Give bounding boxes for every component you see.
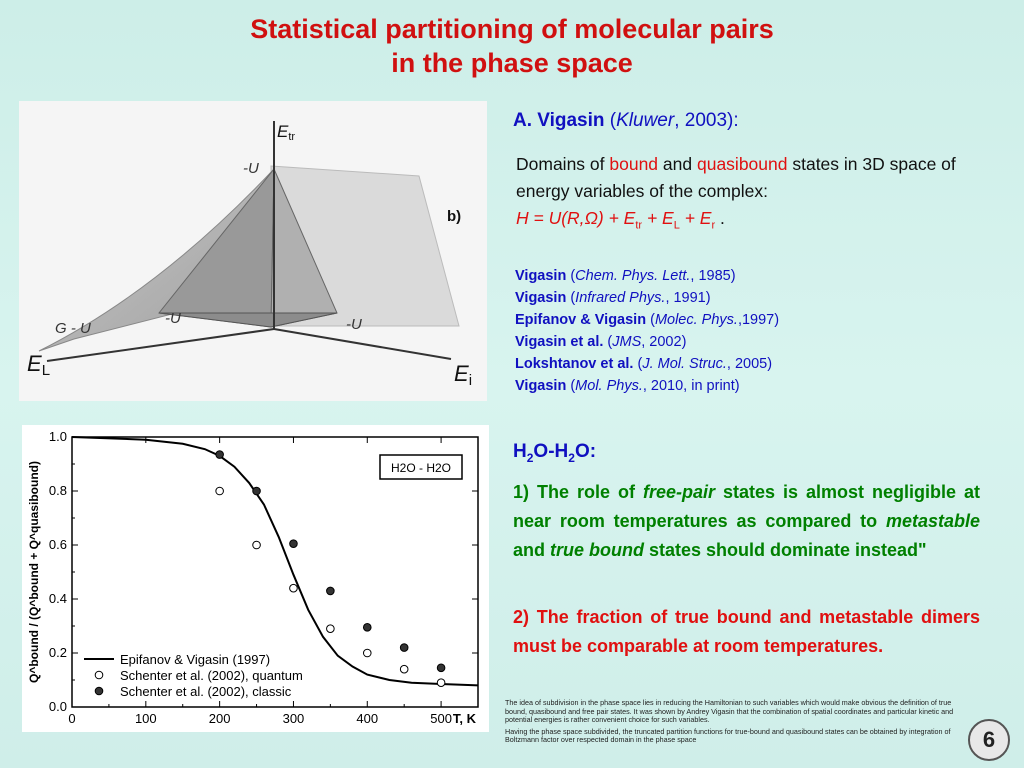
x-axis-label: T, K <box>453 711 477 726</box>
reference-item: Vigasin (Chem. Phys. Lett., 1985) <box>515 268 736 284</box>
y-tick-label: 0.8 <box>49 483 67 498</box>
legend-entry: Epifanov & Vigasin (1997) <box>120 652 270 667</box>
page-number: 6 <box>968 719 1010 761</box>
axis-l-label: EL <box>27 351 50 379</box>
footnote-p2: Having the phase space subdivided, the t… <box>505 726 951 744</box>
reference-item: Vigasin et al. (JMS, 2002) <box>515 334 687 350</box>
main-author: A. Vigasin <box>513 110 605 131</box>
point-2: 2) The fraction of true bound and metast… <box>513 607 980 656</box>
point-quantum <box>252 540 261 550</box>
y-tick-label: 0.4 <box>49 591 67 606</box>
y-tick-label: 0.6 <box>49 537 67 552</box>
chart-svg: 0 100 200 300 400 500 0.0 0.2 0.4 0.6 0.8 1.0 T, K Q^… <box>27 429 479 726</box>
point-quantum <box>215 486 224 496</box>
slide-title: Statistical partitioning of molecular pa… <box>0 12 1024 80</box>
metastable-term: metastable <box>885 511 980 531</box>
reference-author: Lokshtanov et al. <box>515 356 634 372</box>
point-quantum <box>436 678 446 688</box>
legend-entry: Schenter et al. (2002), quantum <box>120 668 303 683</box>
reference-journal: Mol. Phys. <box>575 378 643 394</box>
point-quantum <box>326 624 335 633</box>
reference-author: Vigasin <box>515 268 567 284</box>
legend-entry: Schenter et al. (2002), classic <box>120 684 292 699</box>
point-classic <box>215 450 224 459</box>
x-tick-label: 300 <box>283 711 305 726</box>
axis-i-label: Ei <box>454 361 472 389</box>
point-1: 1) The role of free-pair states is almos… <box>513 482 981 560</box>
point-quantum <box>289 583 298 593</box>
slide-title-line1: Statistical partitioning of molecular pa… <box>250 14 774 44</box>
h2o-heading: H2O-H2O: <box>513 441 597 465</box>
label-mid-u: -U <box>165 310 181 327</box>
label-right-u: -U <box>346 316 362 333</box>
point-classic <box>289 539 298 548</box>
x-tick-label: 100 <box>135 711 157 726</box>
point-classic <box>399 643 409 652</box>
series-line <box>71 436 479 687</box>
point-classic <box>362 623 372 632</box>
reference-author: Vigasin <box>515 378 567 394</box>
hamiltonian-formula: H = U(R,Ω) + Etr + EL + Er <box>516 208 716 232</box>
reference-author: Vigasin <box>515 290 567 306</box>
reference-author: Epifanov & Vigasin <box>515 312 647 328</box>
point-classic <box>252 486 261 496</box>
main-publisher: Kluwer <box>616 110 675 131</box>
point-classic <box>436 663 446 673</box>
pyramid-front-face <box>158 312 338 328</box>
x-tick-label: 400 <box>356 711 378 726</box>
true-bound-term: true bound <box>550 540 644 560</box>
footnote-p1: The idea of subdivision in the phase spa… <box>505 698 954 724</box>
y-tick-label: 0.2 <box>49 645 67 660</box>
x-tick-label: 200 <box>209 711 231 726</box>
inset-box <box>379 454 463 480</box>
reference-author: Vigasin et al. <box>515 334 604 350</box>
y-axis-label: Q^bound / (Q^bound + Q^quasibound) <box>27 461 41 683</box>
y-tick-label: 0.0 <box>49 699 67 714</box>
label-top-u: -U <box>243 160 259 177</box>
axis-tr-label: Etr <box>277 122 295 143</box>
phase-space-svg: Etr EL Ei -U -U -U G - U b) <box>27 121 472 389</box>
panel-label: b) <box>447 208 461 225</box>
word-quasibound: quasibound <box>696 154 788 174</box>
reference-journal: JMS <box>612 334 642 350</box>
legend-marker <box>94 686 104 696</box>
word-bound: bound <box>609 154 659 174</box>
x-tick-label: 500 <box>430 711 452 726</box>
point-classic <box>326 586 335 596</box>
reference-item: Epifanov & Vigasin (Molec. Phys.,1997) <box>515 312 780 328</box>
reference-journal: J. Mol. Struc. <box>642 356 727 372</box>
free-pair-term: free-pair <box>642 482 715 502</box>
reference-journal: Chem. Phys. Lett. <box>575 268 691 284</box>
point-quantum <box>362 648 372 658</box>
footnote: The idea of subdivision in the phase spa… <box>505 698 963 748</box>
label-gu: G - U <box>55 320 91 337</box>
reference-journal: Molec. Phys. <box>654 312 738 328</box>
inset-label: H2O - H2O <box>391 461 451 475</box>
legend-marker <box>94 670 104 680</box>
pyramid-left-face <box>158 167 275 328</box>
reference-item: Vigasin (Mol. Phys., 2010, in print) <box>515 378 740 394</box>
phase-space-diagram: Etr EL Ei -U -U -U G - U b) <box>19 101 487 401</box>
reference-item: Lokshtanov et al. (J. Mol. Struc., 2005) <box>515 356 773 372</box>
description: Domains of bound and quasibound states i… <box>516 154 956 232</box>
partition-chart: 0 100 200 300 400 500 0.0 0.2 0.4 0.6 0.8 1.0 T, K Q^… <box>22 425 489 732</box>
axis-i <box>273 328 452 360</box>
slide-title-line2: in the phase space <box>391 48 633 78</box>
x-tick-label: 0 <box>68 711 75 726</box>
axis-l <box>46 328 275 362</box>
point-quantum <box>399 664 409 674</box>
reference-journal: Infrared Phys. <box>575 290 666 306</box>
reference-list: Vigasin (Chem. Phys. Lett., 1985) Vigasin… <box>515 265 779 397</box>
main-reference: A. Vigasin (Kluwer, 2003): <box>513 110 739 131</box>
reference-item: Vigasin (Infrared Phys., 1991) <box>515 290 711 306</box>
y-tick-label: 1.0 <box>49 429 67 444</box>
